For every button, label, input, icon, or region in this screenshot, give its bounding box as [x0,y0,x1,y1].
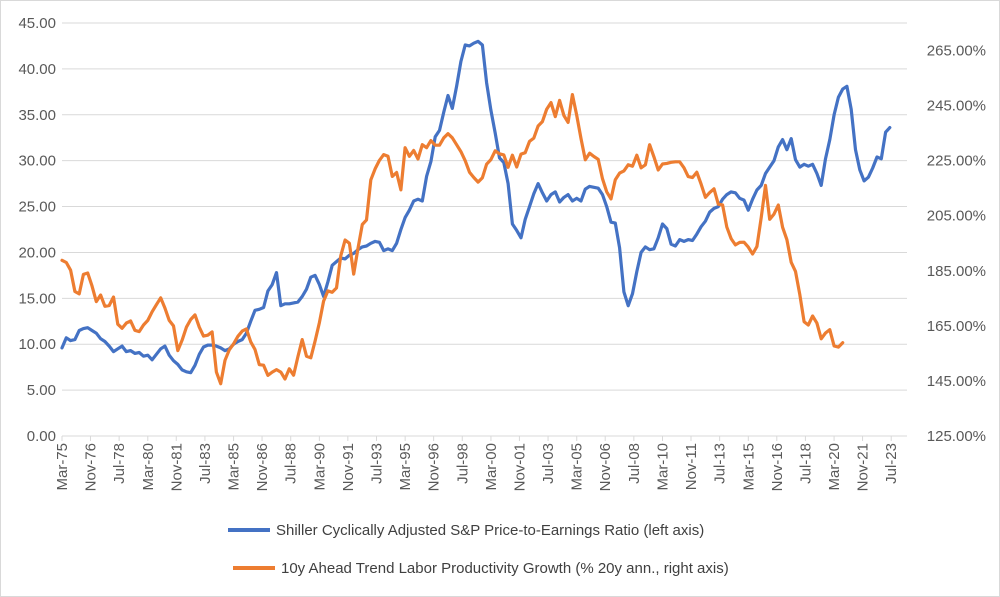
x-tick-label: Nov-86 [254,443,271,491]
right-tick-label: 245.00% [927,98,986,115]
x-tick-label: Nov-06 [597,443,614,491]
series-lines [60,39,892,386]
x-tick-label: Jul-13 [712,443,729,484]
x-tick-label: Jul-03 [540,443,557,484]
x-tick-label: Jul-23 [883,443,900,484]
left-tick-label: 40.00 [18,61,56,78]
x-tick-label: Jul-83 [197,443,214,484]
left-tick-label: 20.00 [18,244,56,261]
right-axis-ticks: 125.00% 145.00% 165.00% 185.00% 205.00% 225.0… [927,43,986,445]
legend-label-productivity: 10y Ahead Trend Labor Productivity Growt… [281,560,729,577]
x-tick-label: Nov-91 [340,443,357,491]
left-axis-ticks: 0.00 5.00 10.00 15.00 20.00 25.00 30.00 35.00 40… [18,15,56,445]
x-tick-label: Nov-76 [82,443,99,491]
x-tick-label: Jul-98 [454,443,471,484]
x-tick-label: Jul-18 [797,443,814,484]
right-tick-label: 125.00% [927,428,986,445]
x-tick-label: Mar-75 [54,443,71,491]
series-line-productivity [60,92,845,386]
legend-item-cape: Shiller Cyclically Adjusted S&P Price-to… [228,522,704,539]
legend: Shiller Cyclically Adjusted S&P Price-to… [228,522,729,577]
left-tick-label: 45.00 [18,15,56,32]
right-tick-label: 165.00% [927,318,986,335]
x-tick-label: Nov-11 [683,443,700,490]
legend-item-productivity: 10y Ahead Trend Labor Productivity Growt… [233,560,729,577]
x-tick-label: Mar-80 [140,443,157,491]
x-tick-label: Jul-08 [626,443,643,484]
left-tick-label: 10.00 [18,336,56,353]
x-tick-label: Jul-78 [111,443,128,484]
x-tick-label: Mar-90 [311,443,328,491]
left-tick-label: 5.00 [27,382,56,399]
gridlines [62,22,907,391]
left-tick-label: 35.00 [18,107,56,124]
right-tick-label: 185.00% [927,263,986,280]
x-tick-label: Mar-05 [569,443,586,491]
series-line-cape [60,39,892,375]
x-tick-label: Nov-01 [511,443,528,491]
x-tick-label: Nov-81 [168,443,185,491]
x-axis-ticks: Mar-75 Nov-76 Jul-78 Mar-80 Nov-81 Jul-83 Mar-… [54,436,900,491]
x-tick-label: Mar-95 [397,443,414,491]
x-tick-label: Mar-00 [483,443,500,491]
left-tick-label: 30.00 [18,153,56,170]
right-tick-label: 145.00% [927,373,986,390]
legend-label-cape: Shiller Cyclically Adjusted S&P Price-to… [276,522,704,539]
left-tick-label: 25.00 [18,199,56,216]
x-tick-label: Mar-85 [226,443,243,491]
x-tick-label: Mar-15 [740,443,757,491]
x-tick-label: Nov-21 [855,443,872,491]
right-tick-label: 225.00% [927,153,986,170]
right-tick-label: 265.00% [927,43,986,60]
left-tick-label: 0.00 [27,428,56,445]
left-tick-label: 15.00 [18,290,56,307]
x-tick-label: Jul-88 [283,443,300,484]
x-tick-label: Mar-20 [826,443,843,491]
right-tick-label: 205.00% [927,208,986,225]
x-tick-label: Jul-93 [368,443,385,484]
x-tick-label: Mar-10 [655,443,672,491]
x-tick-label: Nov-16 [769,443,786,491]
x-tick-label: Nov-96 [426,443,443,491]
